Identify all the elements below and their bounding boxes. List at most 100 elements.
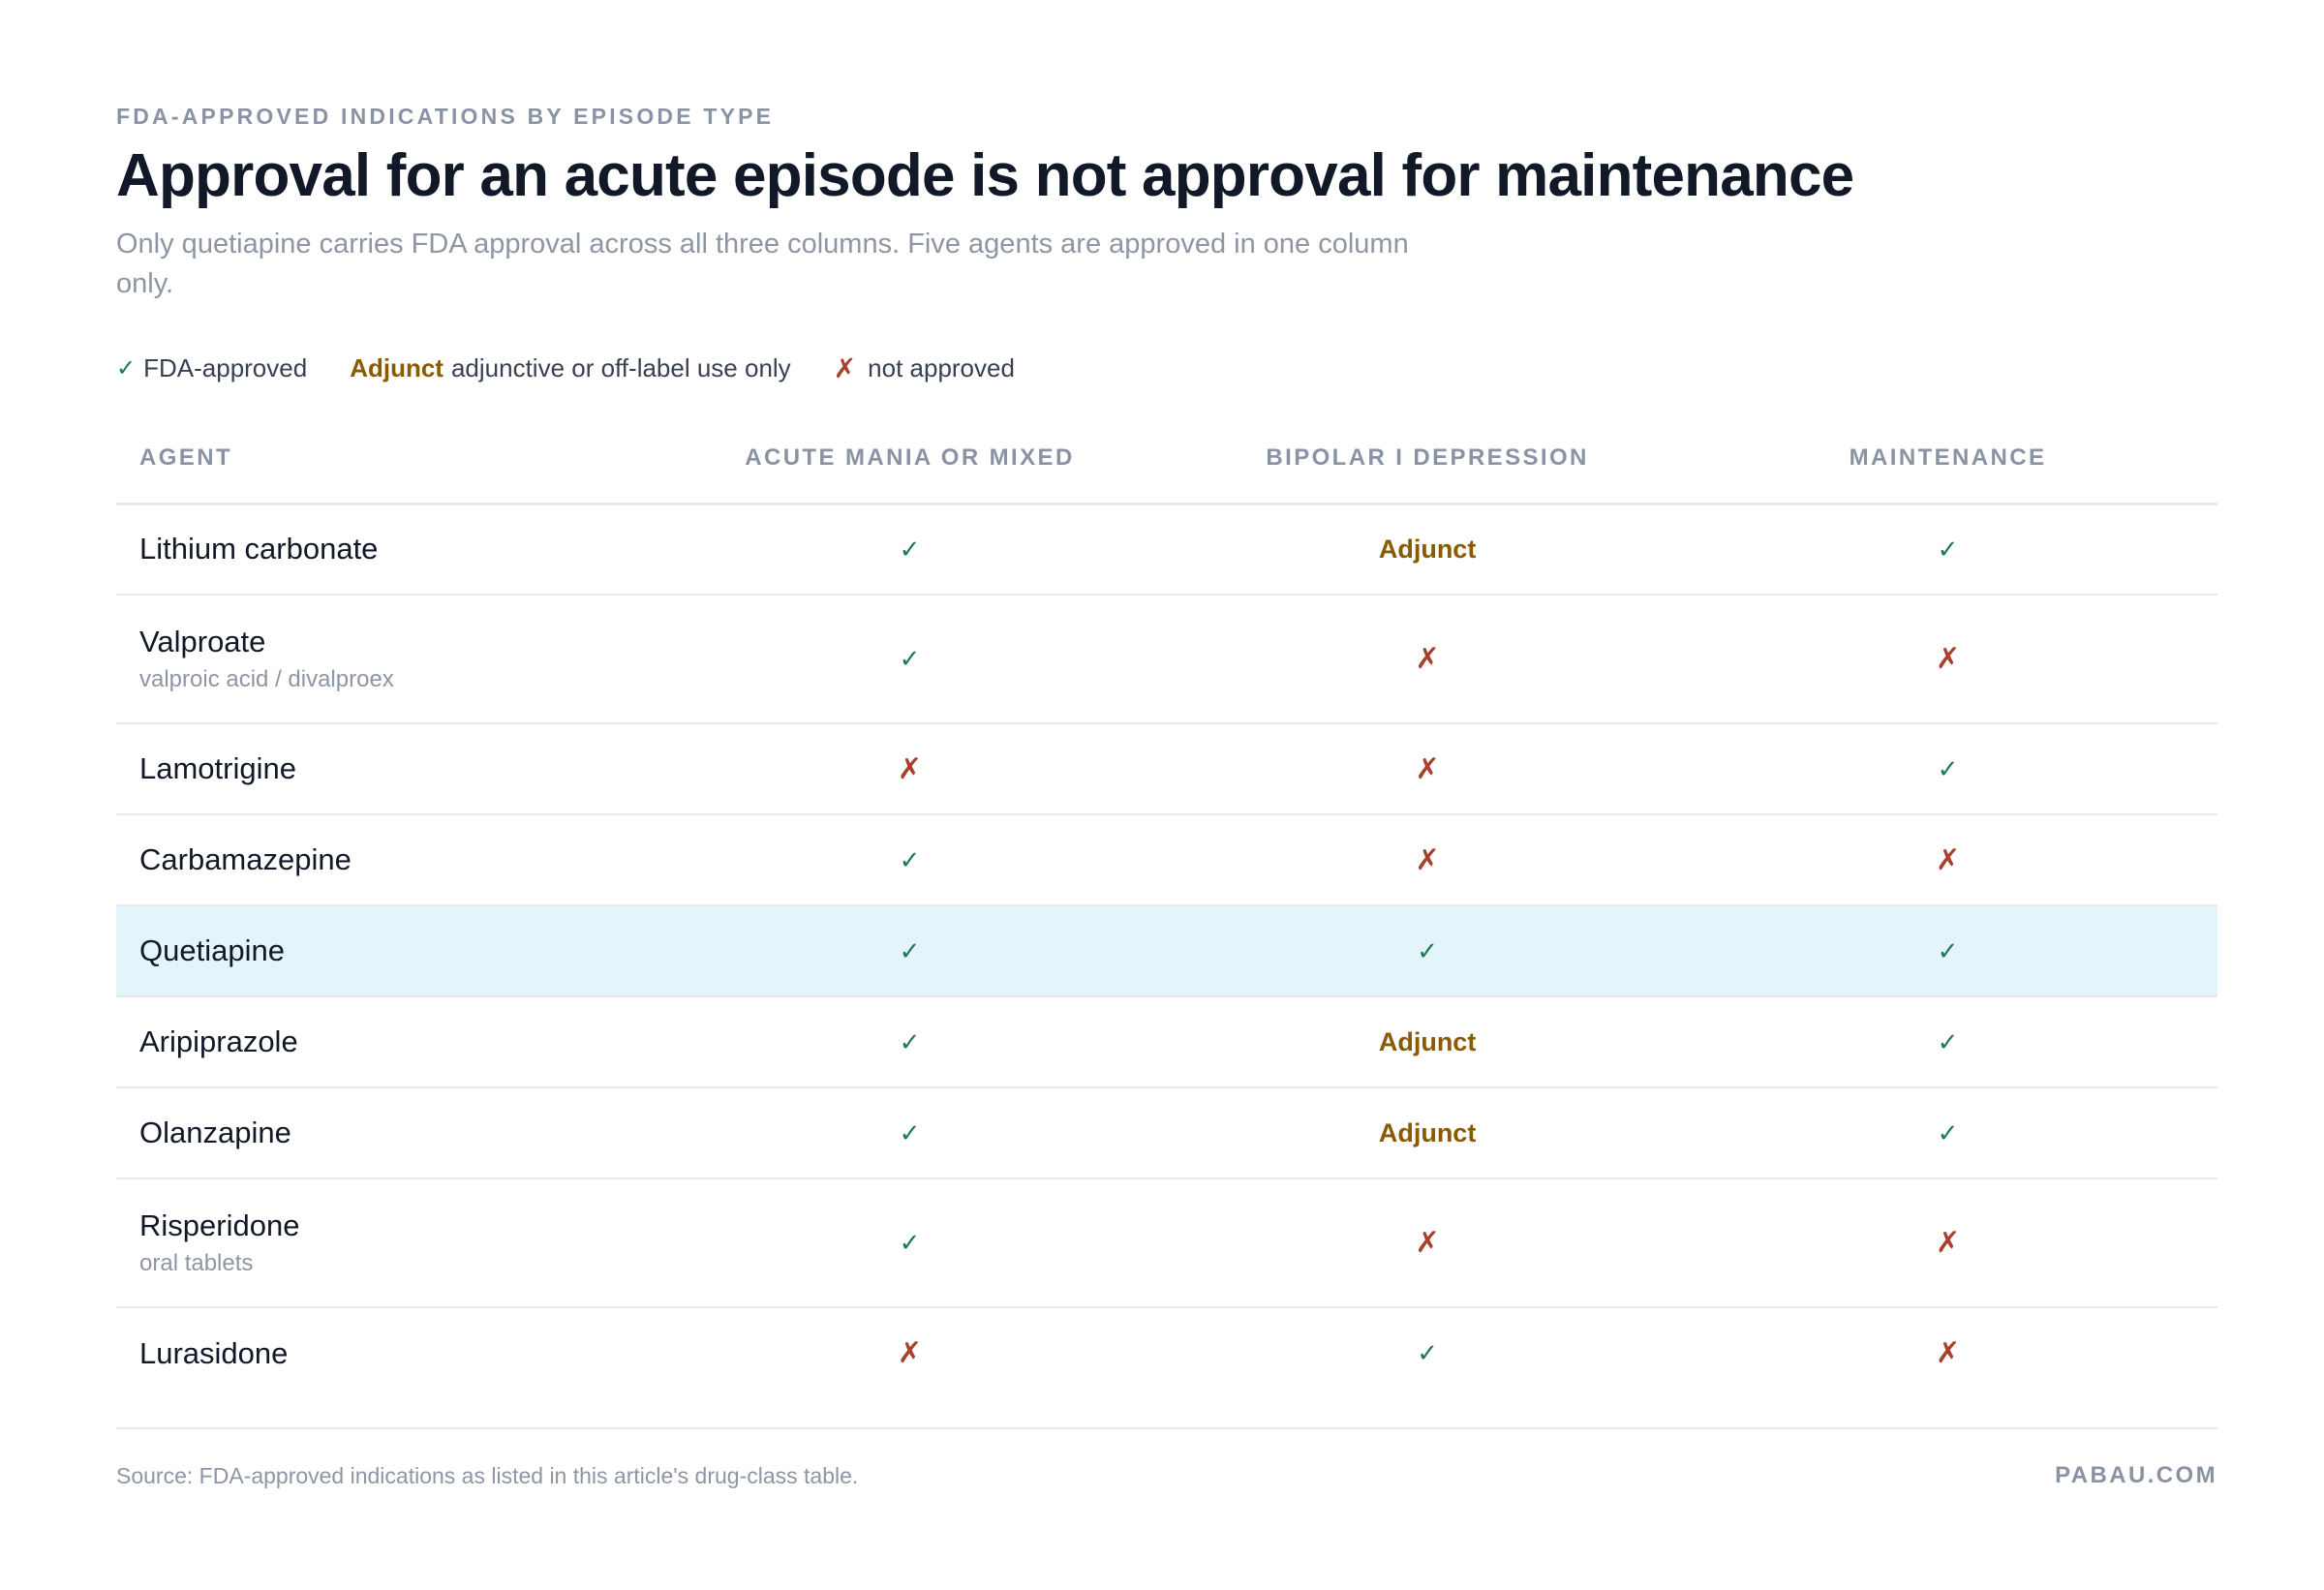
table-row: Valproate valproic acid / divalproex ✓ ✗ ✗ <box>116 595 2217 724</box>
agent-cell: Risperidone oral tablets <box>116 1178 643 1308</box>
cross-icon: ✗ <box>1935 1227 1961 1259</box>
cell-maintenance: ✓ <box>1678 723 2217 815</box>
cell-acute-mania: ✓ <box>642 504 1177 596</box>
indications-table: AGENT ACUTE MANIA OR MIXED BIPOLAR I DEP… <box>116 414 2217 1398</box>
check-icon: ✓ <box>1937 1026 1959 1056</box>
cell-maintenance: ✓ <box>1678 905 2217 997</box>
table-row: Aripiprazole ✓ Adjunct ✓ <box>116 996 2217 1088</box>
agent-cell: Valproate valproic acid / divalproex <box>116 595 643 724</box>
adjunct-marker: Adjunct <box>350 352 443 382</box>
check-icon: ✓ <box>899 1117 921 1147</box>
cell-bipolar-depression: ✗ <box>1177 723 1679 815</box>
check-icon: ✓ <box>899 644 921 673</box>
table-header-row: AGENT ACUTE MANIA OR MIXED BIPOLAR I DEP… <box>116 414 2217 505</box>
agent-cell: Lamotrigine <box>116 723 643 815</box>
cross-icon: ✗ <box>1415 1227 1440 1259</box>
check-icon: ✓ <box>116 354 137 382</box>
cell-bipolar-depression: Adjunct <box>1177 996 1679 1088</box>
check-icon: ✓ <box>899 534 921 564</box>
cell-maintenance: ✗ <box>1678 1307 2217 1398</box>
cell-maintenance: ✓ <box>1678 1087 2217 1179</box>
legend-label-adjunct: adjunctive or off-label use only <box>450 352 791 382</box>
agent-cell: Aripiprazole <box>116 996 643 1088</box>
source-note: Source: FDA-approved indications as list… <box>116 1462 859 1488</box>
legend: ✓ FDA-approved Adjunct adjunctive or off… <box>116 349 2217 387</box>
legend-label-approved: FDA-approved <box>143 352 308 382</box>
check-icon: ✓ <box>1417 935 1438 965</box>
agent-name: Quetiapine <box>139 933 285 967</box>
agent-name: Valproate <box>139 624 266 658</box>
cell-acute-mania: ✗ <box>643 1307 1177 1398</box>
agent-name: Aripiprazole <box>139 1024 298 1058</box>
agent-name: Risperidone <box>139 1208 300 1242</box>
cell-bipolar-depression: ✓ <box>1177 1307 1678 1398</box>
cell-acute-mania: ✗ <box>642 723 1177 815</box>
cell-maintenance: ✓ <box>1678 504 2217 596</box>
check-icon: ✓ <box>899 935 921 965</box>
cross-icon: ✗ <box>1415 643 1440 675</box>
agent-cell: Carbamazepine <box>116 814 643 906</box>
agent-note: valproic acid / divalproex <box>139 665 394 692</box>
column-header-acute-mania: ACUTE MANIA OR MIXED <box>642 414 1177 505</box>
column-header-agent: AGENT <box>116 414 643 505</box>
legend-item-adjunct: Adjunct adjunctive or off-label use only <box>350 353 791 383</box>
agent-name: Lamotrigine <box>139 751 296 785</box>
agent-note: oral tablets <box>139 1249 254 1276</box>
column-header-maintenance: MAINTENANCE <box>1678 414 2217 505</box>
chart-subtitle: Only quetiapine carries FDA approval acr… <box>116 229 1409 299</box>
cross-icon: ✗ <box>1935 643 1961 675</box>
agent-cell: Lithium carbonate <box>116 504 643 596</box>
agent-name: Lithium carbonate <box>139 532 379 566</box>
cell-bipolar-depression: Adjunct <box>1177 504 1679 596</box>
legend-item-approved: ✓ FDA-approved <box>116 353 307 383</box>
table-row: Olanzapine ✓ Adjunct ✓ <box>116 1087 2217 1179</box>
agent-cell: Lurasidone <box>116 1307 643 1398</box>
table-row: Lithium carbonate ✓ Adjunct ✓ <box>116 504 2217 596</box>
check-icon: ✓ <box>1937 1117 1959 1147</box>
footer: Source: FDA-approved indications as list… <box>116 1427 2217 1489</box>
cross-icon: ✗ <box>1935 843 1961 876</box>
check-icon: ✓ <box>1937 935 1959 965</box>
column-header-bipolar-depression: BIPOLAR I DEPRESSION <box>1177 414 1679 505</box>
cross-icon: ✗ <box>1415 752 1440 785</box>
cell-bipolar-depression: ✗ <box>1177 814 1679 906</box>
cross-icon: ✗ <box>1935 1337 1961 1369</box>
cell-bipolar-depression: ✓ <box>1177 905 1679 997</box>
agent-cell: Olanzapine <box>116 1087 643 1179</box>
check-icon: ✓ <box>899 844 921 874</box>
cell-acute-mania: ✓ <box>642 996 1177 1088</box>
check-icon: ✓ <box>899 1026 921 1056</box>
cell-maintenance: ✗ <box>1678 595 2217 724</box>
cell-maintenance: ✗ <box>1678 814 2217 906</box>
cell-maintenance: ✓ <box>1678 996 2217 1088</box>
legend-item-not-approved: ✗ not approved <box>834 352 1015 384</box>
cell-bipolar-depression: ✗ <box>1177 1178 1679 1308</box>
check-icon: ✓ <box>1417 1338 1438 1367</box>
check-icon: ✓ <box>899 1228 921 1257</box>
table-row: Lamotrigine ✗ ✗ ✓ <box>116 723 2217 815</box>
adjunct-marker: Adjunct <box>1378 1026 1477 1056</box>
cross-icon: ✗ <box>897 752 923 785</box>
eyebrow: FDA-APPROVED INDICATIONS BY EPISODE TYPE <box>116 104 775 129</box>
cross-icon: ✗ <box>833 352 857 383</box>
cell-acute-mania: ✓ <box>642 595 1177 724</box>
cell-maintenance: ✗ <box>1678 1178 2217 1308</box>
table-row: Carbamazepine ✓ ✗ ✗ <box>116 814 2217 906</box>
cross-icon: ✗ <box>1415 843 1440 876</box>
chart-container: FDA-APPROVED INDICATIONS BY EPISODE TYPE… <box>116 105 2217 1398</box>
table-row: Lurasidone ✗ ✓ ✗ <box>116 1307 2217 1398</box>
brand-logo-text: PABAU.COM <box>2055 1462 2217 1488</box>
cell-bipolar-depression: Adjunct <box>1177 1087 1679 1179</box>
table-row: Quetiapine ✓ ✓ ✓ <box>116 905 2217 997</box>
agent-name: Lurasidone <box>139 1335 289 1370</box>
table-body: Lithium carbonate ✓ Adjunct ✓ Valproate valpr… <box>116 504 2217 1398</box>
chart-title: Approval for an acute episode is not app… <box>116 142 1854 209</box>
cross-icon: ✗ <box>897 1337 923 1369</box>
cell-acute-mania: ✓ <box>642 1087 1177 1179</box>
legend-label-not-approved: not approved <box>868 352 1015 382</box>
check-icon: ✓ <box>1937 534 1959 564</box>
agent-name: Carbamazepine <box>139 842 352 876</box>
adjunct-marker: Adjunct <box>1378 1117 1477 1147</box>
cell-acute-mania: ✓ <box>642 1178 1177 1308</box>
table-row: Risperidone oral tablets ✓ ✗ ✗ <box>116 1178 2217 1308</box>
